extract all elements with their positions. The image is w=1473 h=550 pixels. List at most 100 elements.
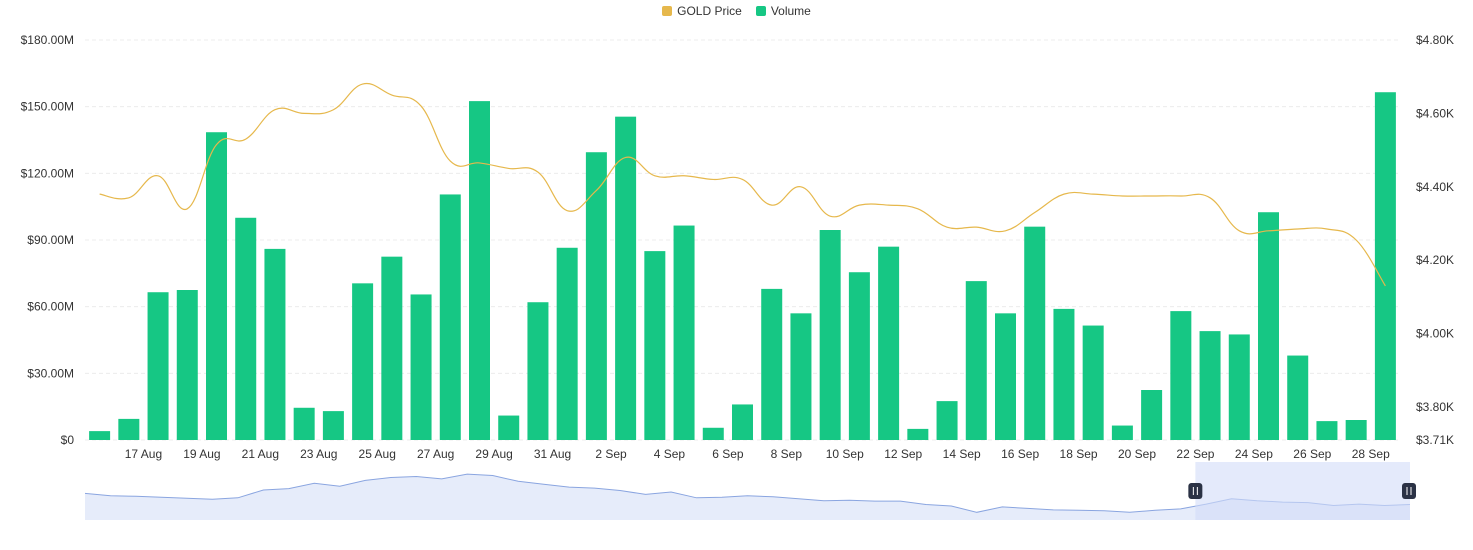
volume-bar xyxy=(907,428,929,440)
legend-item-gold-price[interactable]: GOLD Price xyxy=(662,4,742,18)
volume-bar xyxy=(89,431,111,440)
x-axis-tick-label: 16 Sep xyxy=(1001,447,1039,461)
volume-bar xyxy=(410,294,432,440)
left-axis-tick-label: $150.00M xyxy=(21,100,74,114)
volume-bar xyxy=(469,101,490,440)
volume-bar xyxy=(644,251,666,440)
volume-bar xyxy=(878,246,900,440)
volume-bar xyxy=(206,132,227,440)
volume-bar xyxy=(1228,334,1250,440)
volume-bar xyxy=(1287,355,1309,440)
x-axis-tick-label: 14 Sep xyxy=(943,447,981,461)
x-axis-tick-label: 19 Aug xyxy=(183,447,220,461)
volume-bar xyxy=(995,313,1016,440)
volume-bar xyxy=(381,256,403,440)
volume-bar xyxy=(585,152,607,440)
volume-bar xyxy=(732,404,753,440)
volume-bar xyxy=(702,427,724,440)
navigator-line xyxy=(84,473,1411,513)
navigator-area xyxy=(85,474,1410,520)
volume-bar xyxy=(439,194,461,440)
range-navigator[interactable] xyxy=(84,462,1416,520)
x-axis-tick-label: 22 Sep xyxy=(1176,447,1214,461)
volume-bar xyxy=(965,281,987,440)
left-axis-tick-label: $120.00M xyxy=(21,166,74,180)
right-axis-tick-label: $4.20K xyxy=(1416,253,1454,267)
volume-bar xyxy=(1258,212,1279,440)
right-axis-tick-label: $4.80K xyxy=(1416,33,1454,47)
right-axis-tick-label: $4.60K xyxy=(1416,106,1454,120)
navigator-handle-left[interactable] xyxy=(1188,483,1203,499)
x-axis-tick-label: 24 Sep xyxy=(1235,447,1273,461)
volume-bar xyxy=(1199,331,1221,440)
right-axis-tick-label: $3.80K xyxy=(1416,400,1454,414)
volume-bar xyxy=(1082,325,1104,440)
handle-body xyxy=(1188,483,1203,499)
navigator-handle-right[interactable] xyxy=(1402,483,1416,499)
right-axis-tick-label: $3.71K xyxy=(1416,433,1454,447)
left-axis-tick-label: $180.00M xyxy=(21,33,74,47)
left-axis-tick-label: $0 xyxy=(61,433,75,447)
volume-bar xyxy=(1170,311,1192,440)
chart-legend: GOLD Price Volume xyxy=(0,4,1473,18)
legend-item-volume[interactable]: Volume xyxy=(755,4,811,18)
volume-bar xyxy=(761,288,783,440)
x-axis-tick-label: 25 Aug xyxy=(359,447,396,461)
x-axis-tick-label: 28 Sep xyxy=(1352,447,1390,461)
legend-swatch-gold-price xyxy=(662,6,673,16)
legend-label-volume: Volume xyxy=(770,4,811,18)
x-axis-tick-label: 6 Sep xyxy=(712,447,744,461)
volume-bar xyxy=(848,272,870,440)
volume-bar xyxy=(556,247,578,440)
volume-bar xyxy=(527,302,549,440)
price-series-line xyxy=(99,82,1386,287)
right-axis-tick-label: $4.00K xyxy=(1416,327,1454,341)
x-axis-tick-label: 23 Aug xyxy=(300,447,337,461)
left-axis-tick-label: $60.00M xyxy=(27,300,74,314)
volume-bar xyxy=(322,411,344,440)
volume-bar xyxy=(1024,226,1046,440)
legend-swatch-volume xyxy=(755,6,766,16)
volume-bar xyxy=(1374,92,1396,440)
x-axis-tick-label: 21 Aug xyxy=(242,447,279,461)
volume-bar xyxy=(293,407,315,440)
volume-bar xyxy=(936,401,958,440)
x-axis-tick-label: 4 Sep xyxy=(654,447,686,461)
price-line xyxy=(99,82,1386,287)
x-axis-tick-label: 20 Sep xyxy=(1118,447,1156,461)
left-axis-tick-label: $90.00M xyxy=(27,233,74,247)
x-axis-tick-label: 31 Aug xyxy=(534,447,571,461)
volume-bar xyxy=(1141,390,1163,440)
volume-bar xyxy=(1053,308,1075,440)
x-axis-tick-label: 29 Aug xyxy=(475,447,512,461)
volume-bar xyxy=(264,248,286,440)
right-axis-tick-label: $4.40K xyxy=(1416,180,1454,194)
volume-bars xyxy=(89,92,1396,441)
volume-bar xyxy=(673,225,695,440)
volume-bar xyxy=(176,290,198,440)
navigator-selection xyxy=(1195,462,1410,520)
volume-bar xyxy=(1345,420,1367,440)
volume-bar xyxy=(352,283,374,440)
handle-body xyxy=(1402,483,1416,499)
x-axis-tick-label: 8 Sep xyxy=(771,447,803,461)
legend-label-gold-price: GOLD Price xyxy=(677,4,742,18)
right-axis: $3.71K $3.80K $4.00K $4.20K $4.40K $4.60K $4.8… xyxy=(1416,33,1454,447)
x-axis-tick-label: 2 Sep xyxy=(595,447,627,461)
volume-bar xyxy=(1111,425,1133,440)
volume-bar xyxy=(498,415,520,440)
left-axis: $0 $30.00M $60.00M $90.00M $120.00M $150.00M $… xyxy=(21,33,75,447)
volume-bar xyxy=(819,230,841,440)
x-axis-tick-label: 26 Sep xyxy=(1293,447,1331,461)
x-axis: 17 Aug 19 Aug 21 Aug 23 Aug 25 Aug 27 Aug 29 A… xyxy=(125,447,1390,461)
x-axis-tick-label: 18 Sep xyxy=(1060,447,1098,461)
volume-bar xyxy=(1316,421,1338,440)
x-axis-tick-label: 12 Sep xyxy=(884,447,922,461)
volume-bar xyxy=(235,217,257,440)
volume-bar xyxy=(790,313,812,440)
volume-bar xyxy=(147,292,169,440)
x-axis-tick-label: 27 Aug xyxy=(417,447,454,461)
volume-bar xyxy=(615,116,637,441)
volume-bar xyxy=(118,418,140,440)
